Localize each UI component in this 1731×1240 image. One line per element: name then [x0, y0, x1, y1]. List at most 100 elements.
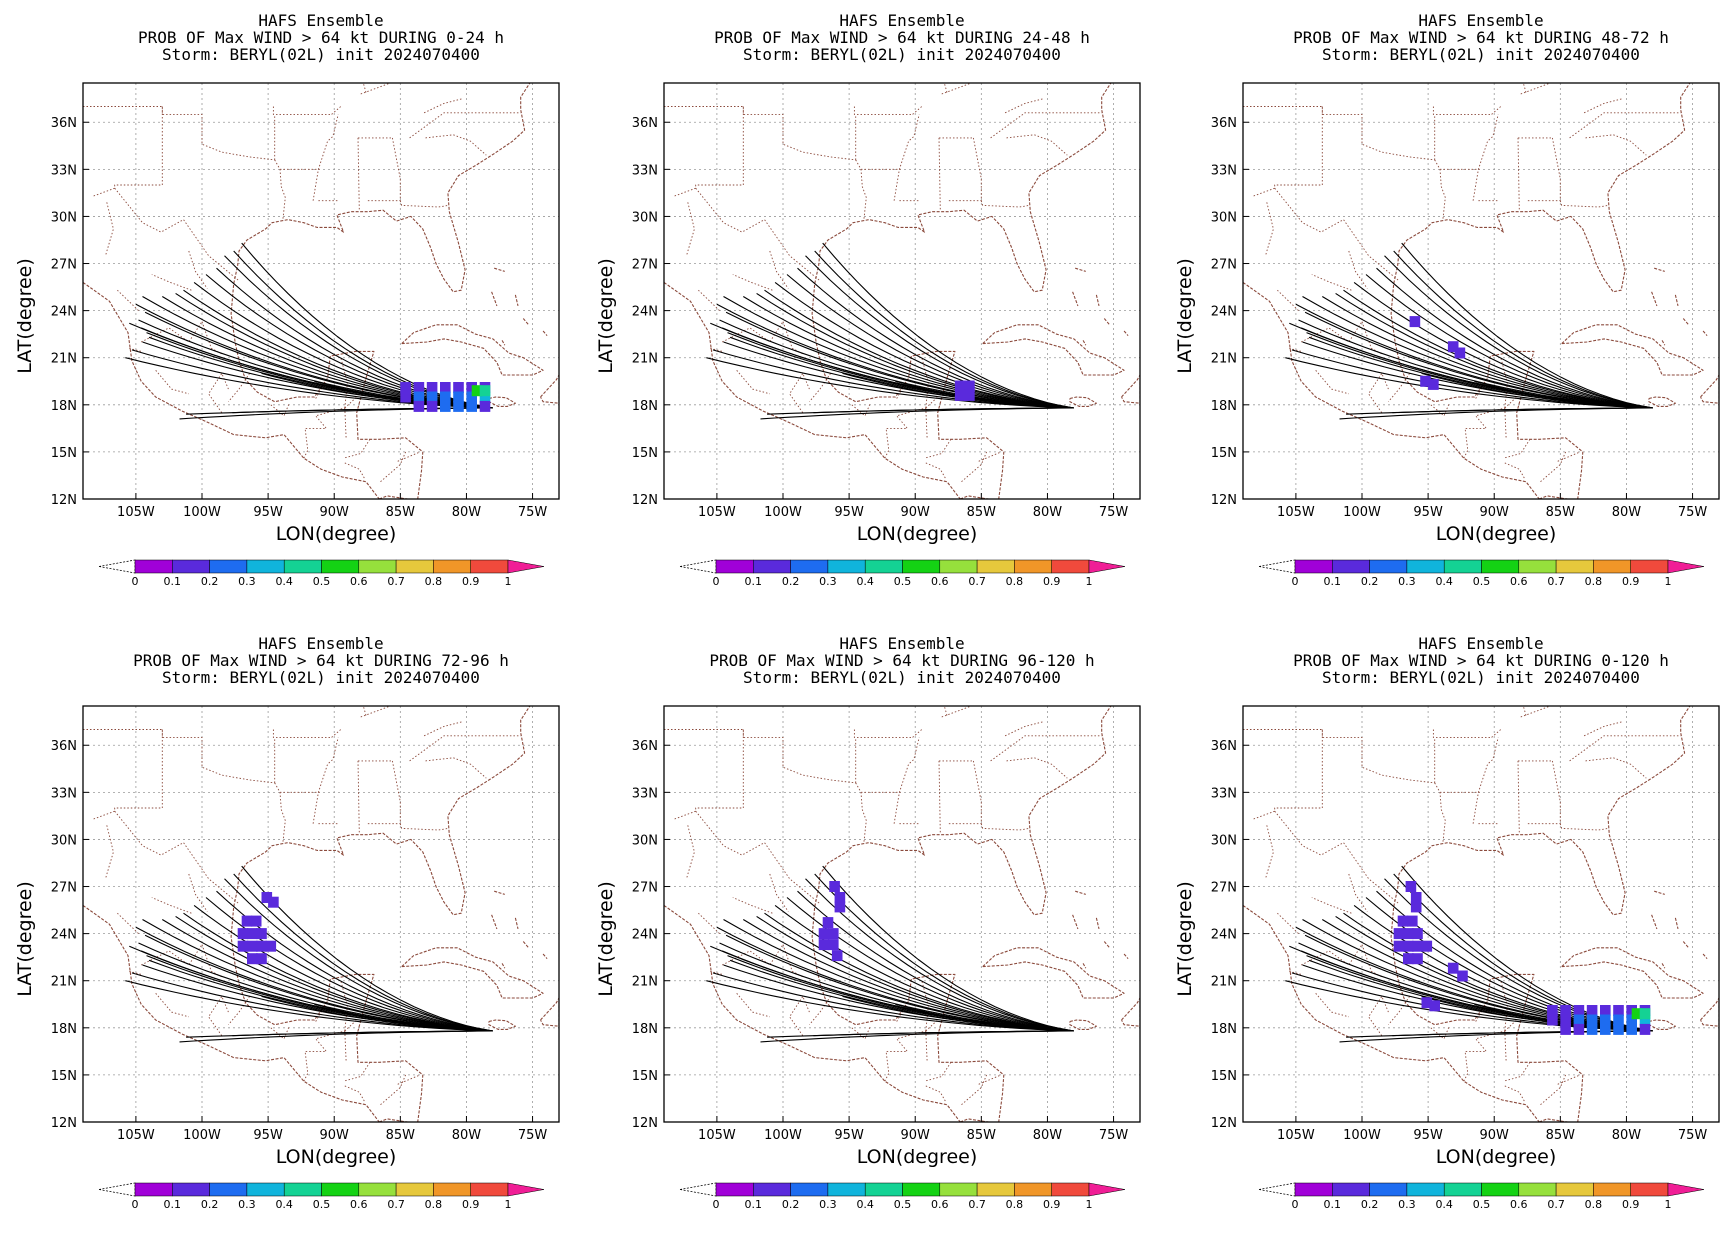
border-line [188, 250, 208, 289]
prob-region [1393, 915, 1468, 982]
island [1103, 941, 1111, 949]
border-line [1434, 159, 1446, 222]
colorbar-segment [939, 559, 978, 574]
lat-tick-label: 18N [1211, 1022, 1237, 1037]
colorbar-segment [1518, 1182, 1557, 1197]
border-line [93, 810, 115, 820]
border-line [188, 873, 208, 912]
prob-cell [1626, 1014, 1637, 1026]
coastline [1390, 83, 1691, 499]
prob-cell [828, 939, 839, 951]
colorbar-label: 0.2 [1361, 575, 1379, 588]
track-line [233, 873, 493, 1032]
prob-cell [818, 939, 830, 951]
coastline [1243, 904, 1540, 1122]
lat-tick-label: 24N [51, 305, 77, 320]
colorbar-over-arrow [1667, 1182, 1705, 1197]
prob-cell [1412, 953, 1423, 965]
border-line [943, 706, 948, 716]
lat-tick-label: 15N [632, 1069, 658, 1084]
panel-title-line2: PROB OF Max WIND > 64 kt DURING 0-120 h [1293, 651, 1669, 670]
border-line [698, 912, 720, 934]
colorbar-segment [1630, 559, 1669, 574]
colorbar-segment [864, 559, 903, 574]
colorbar-label: 1 [1665, 1198, 1672, 1211]
border-line [1253, 187, 1275, 197]
track-line [1365, 274, 1653, 409]
border-line [925, 396, 939, 409]
map-frame [663, 705, 1141, 1123]
map-background [83, 706, 559, 1122]
coastline [401, 947, 544, 999]
prob-region [829, 881, 846, 913]
colorbar-label: 0.3 [238, 1198, 256, 1211]
border-line [1504, 1019, 1518, 1032]
border-line [961, 451, 988, 483]
colorbar-label: 0 [132, 1198, 139, 1211]
border-line [1315, 993, 1349, 1018]
track-line [813, 1030, 1074, 1037]
colorbar-over-arrow [507, 559, 545, 574]
lat-tick-label: 21N [51, 975, 77, 990]
prob-cell [241, 915, 253, 927]
prob-cell [1428, 378, 1439, 390]
border-line [1520, 83, 1552, 95]
island [494, 890, 505, 895]
track-line [813, 407, 1074, 414]
map-frame [82, 82, 560, 500]
track-line [805, 255, 1074, 409]
border-line [1253, 810, 1275, 820]
colorbar-segment [470, 559, 509, 574]
colorbar-label: 0.2 [782, 1198, 800, 1211]
lat-tick-label: 30N [51, 833, 77, 848]
panel-title-line3: Storm: BERYL(02L) init 2024070400 [162, 45, 480, 64]
island [1682, 318, 1690, 326]
border-line [674, 810, 696, 820]
political-borders [83, 83, 521, 483]
panel-title-line2: PROB OF Max WIND > 64 kt DURING 96-120 h [709, 651, 1094, 670]
colorbar-under-arrow [1258, 1182, 1296, 1197]
border-line [1265, 825, 1274, 879]
border-line [1388, 373, 1410, 402]
border-line [1517, 137, 1520, 211]
border-line [990, 735, 1102, 762]
lon-tick-label: 100W [764, 1128, 802, 1143]
colorbar-segment [1332, 559, 1370, 574]
colorbar-segment [134, 559, 173, 574]
track-line [706, 357, 1074, 409]
prob-cell [1412, 940, 1423, 952]
colorbar-segment [939, 1182, 978, 1197]
border-line [208, 995, 229, 1036]
track-line [895, 1003, 1074, 1032]
prob-cell [1420, 375, 1431, 387]
lon-tick-label: 75W [518, 505, 548, 520]
colorbar-segment [470, 1182, 509, 1197]
colorbar-under-arrow [1258, 559, 1296, 574]
prob-cell [247, 940, 258, 952]
lat-tick-label: 18N [632, 399, 658, 414]
lat-tick-label: 27N [51, 881, 77, 896]
lat-tick-label: 36N [632, 739, 658, 754]
colorbar-label: 0.4 [275, 1198, 293, 1211]
coastline [488, 1019, 516, 1030]
colorbar-segment [246, 1182, 285, 1197]
colorbar-segment [1555, 1182, 1594, 1197]
coastline [1121, 997, 1140, 1027]
track-line [125, 980, 493, 1032]
colorbar-label: 0.6 [350, 1198, 368, 1211]
colorbar-label: 0.5 [313, 575, 331, 588]
coastline [664, 281, 961, 499]
border-line [1463, 1030, 1505, 1082]
coastline [1648, 1019, 1676, 1030]
lon-tick-label: 80W [452, 1128, 482, 1143]
border-line [344, 407, 347, 438]
colorbar-segment [790, 559, 829, 574]
colorbar-label: 0.3 [1398, 1198, 1416, 1211]
island [1082, 340, 1087, 346]
prob-cell [964, 380, 975, 392]
y-axis-label: LAT(degree) [14, 881, 36, 997]
prob-cell [1410, 901, 1422, 913]
border-line [423, 98, 463, 114]
